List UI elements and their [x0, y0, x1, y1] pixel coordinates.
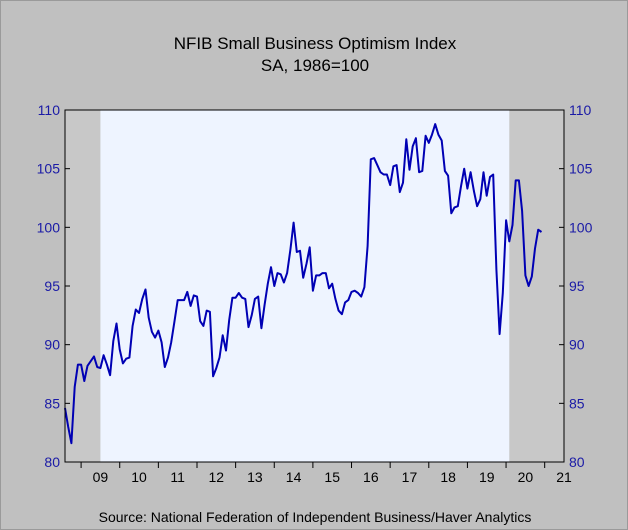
y-tick-label-right: 95	[569, 278, 585, 294]
chart-source: Source: National Federation of Independe…	[98, 509, 532, 525]
y-tick-label-right: 80	[569, 454, 585, 470]
recession-band	[65, 110, 101, 462]
series-line	[64, 123, 543, 445]
x-tick-label: 09	[93, 469, 109, 485]
recession-shading	[65, 110, 564, 462]
recession-band	[509, 110, 564, 462]
y-tick-label-left: 105	[37, 161, 61, 177]
x-tick-label: 13	[247, 469, 263, 485]
x-tick-label: 11	[170, 469, 185, 485]
x-tick-label: 12	[209, 469, 225, 485]
x-tick-label: 10	[131, 469, 147, 485]
x-tick-label: 16	[363, 469, 379, 485]
y-tick-label-right: 90	[569, 337, 585, 353]
x-tick-label: 20	[518, 469, 534, 485]
y-tick-label-left: 80	[44, 454, 60, 470]
y-tick-label-right: 100	[569, 219, 593, 235]
chart-subtitle: SA, 1986=100	[260, 56, 370, 75]
y-tick-label-left: 95	[44, 278, 60, 294]
y-tick-label-left: 100	[37, 219, 61, 235]
y-tick-label-right: 105	[569, 161, 593, 177]
series-line-group	[64, 123, 543, 445]
y-tick-label-left: 90	[44, 337, 60, 353]
axes: 110 110 105 105 100 100 95 95 90 90 85 85 80 80 09 10 11…	[37, 102, 593, 485]
y-tick-label-right: 85	[569, 395, 585, 411]
y-tick-label-left: 110	[38, 102, 61, 118]
x-tick-label: 15	[324, 469, 340, 485]
x-tick-label: 21	[556, 469, 572, 485]
x-tick-label: 14	[286, 469, 302, 485]
x-tick-label: 18	[440, 469, 456, 485]
x-tick-label: 19	[479, 469, 495, 485]
chart-title: NFIB Small Business Optimism Index	[173, 34, 457, 53]
line-chart: 110 110 105 105 100 100 95 95 90 90 85 85 80 80 09 10 11…	[37, 102, 593, 485]
y-tick-label-right: 110	[569, 102, 592, 118]
x-tick-label: 17	[402, 469, 418, 485]
y-tick-label-left: 85	[44, 395, 60, 411]
